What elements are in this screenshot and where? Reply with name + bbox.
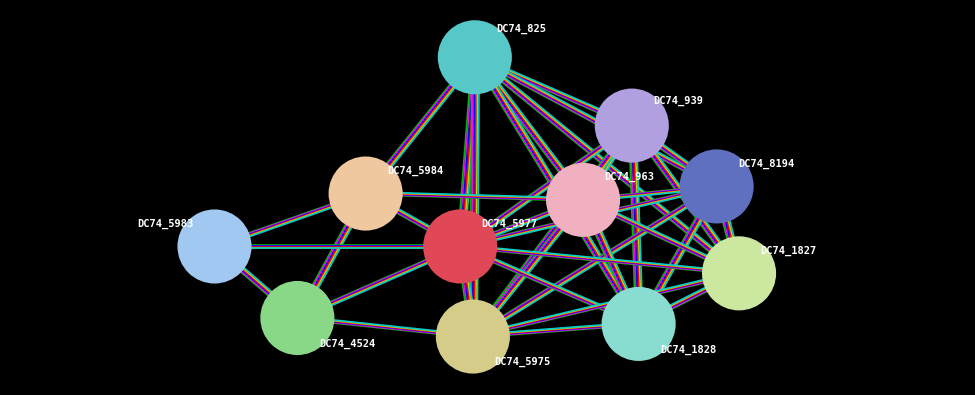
Text: DC74_4524: DC74_4524 — [319, 339, 375, 349]
Ellipse shape — [546, 163, 620, 237]
Ellipse shape — [177, 209, 252, 284]
Text: DC74_5975: DC74_5975 — [494, 357, 551, 367]
Text: DC74_1828: DC74_1828 — [660, 344, 717, 355]
Text: DC74_1827: DC74_1827 — [760, 245, 817, 256]
Ellipse shape — [702, 236, 776, 310]
Ellipse shape — [602, 287, 676, 361]
Ellipse shape — [595, 88, 669, 163]
Ellipse shape — [436, 299, 510, 374]
Ellipse shape — [423, 209, 497, 284]
Ellipse shape — [438, 20, 512, 94]
Text: DC74_825: DC74_825 — [496, 24, 546, 34]
Ellipse shape — [329, 156, 403, 231]
Text: DC74_8194: DC74_8194 — [738, 158, 795, 169]
Ellipse shape — [680, 149, 754, 224]
Text: DC74_5977: DC74_5977 — [482, 218, 538, 229]
Text: DC74_5984: DC74_5984 — [387, 166, 444, 176]
Text: DC74_963: DC74_963 — [604, 172, 654, 182]
Text: DC74_5983: DC74_5983 — [136, 218, 193, 229]
Ellipse shape — [260, 281, 334, 355]
Text: DC74_939: DC74_939 — [653, 96, 703, 106]
